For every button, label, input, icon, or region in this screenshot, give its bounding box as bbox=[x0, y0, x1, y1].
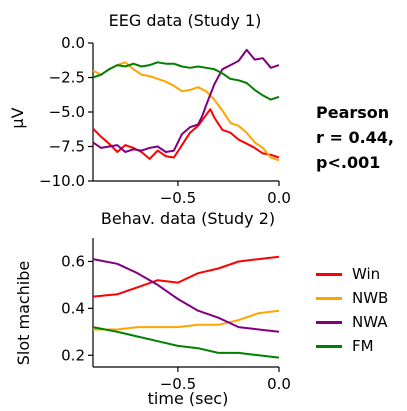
correlation-stats: Pearson r = 0.44, p<.001 bbox=[316, 100, 394, 175]
behav-series-line-2 bbox=[92, 258, 280, 333]
eeg-ytick-label: −7.5 bbox=[49, 138, 85, 156]
stats-line-2: r = 0.44, bbox=[316, 128, 394, 147]
legend-label-win: Win bbox=[352, 265, 381, 283]
eeg-xtick-label: 0.0 bbox=[267, 189, 291, 207]
stats-line-3: p<.001 bbox=[316, 153, 381, 172]
legend-swatch-nwb bbox=[316, 296, 342, 300]
eeg-series-line-0 bbox=[92, 108, 280, 160]
eeg-chart-title: EEG data (Study 1) bbox=[109, 11, 262, 30]
eeg-ytick-label: 0.0 bbox=[61, 34, 85, 52]
behav-xtick-label: 0.0 bbox=[267, 375, 291, 393]
behav-ytick-label: 0.2 bbox=[61, 346, 85, 364]
behav-series-line-0 bbox=[92, 255, 280, 298]
eeg-ytick-label: −10.0 bbox=[39, 172, 85, 190]
eeg-series-line-1 bbox=[92, 61, 280, 162]
legend-item-win: Win bbox=[316, 262, 388, 286]
eeg-ytick-label: −2.5 bbox=[49, 69, 85, 87]
eeg-xtick-label: −0.5 bbox=[160, 189, 196, 207]
legend-item-nwa: NWA bbox=[316, 310, 388, 334]
behav-series-line-1 bbox=[93, 309, 280, 331]
behav-ylabel: Slot machibe bbox=[14, 261, 33, 366]
behav-chart-title: Behav. data (Study 2) bbox=[101, 209, 275, 228]
legend-label-fm: FM bbox=[352, 337, 374, 355]
behav-series-line-3 bbox=[92, 326, 280, 359]
eeg-series-line-2 bbox=[92, 48, 280, 153]
legend: Win NWB NWA FM bbox=[316, 262, 388, 358]
eeg-chart: 0.0 −2.5 −5.0 −7.5 −10.0 −0.5 0.0 bbox=[39, 34, 291, 207]
legend-swatch-win bbox=[316, 272, 342, 276]
behav-ytick-label: 0.4 bbox=[61, 299, 85, 317]
legend-item-nwb: NWB bbox=[316, 286, 388, 310]
eeg-ylabel: μV bbox=[8, 107, 27, 128]
legend-label-nwb: NWB bbox=[352, 289, 389, 307]
eeg-series-line-3 bbox=[92, 61, 280, 101]
legend-item-fm: FM bbox=[316, 334, 388, 358]
stats-line-1: Pearson bbox=[316, 103, 390, 122]
behav-xtick-label: −0.5 bbox=[160, 375, 196, 393]
behav-chart: 0.2 0.4 0.6 −0.5 0.0 bbox=[61, 238, 291, 393]
legend-label-nwa: NWA bbox=[352, 313, 388, 331]
behav-xlabel: time (sec) bbox=[148, 389, 229, 408]
legend-swatch-fm bbox=[316, 344, 342, 348]
behav-ytick-label: 0.6 bbox=[61, 252, 85, 270]
legend-swatch-nwa bbox=[316, 320, 342, 324]
eeg-ytick-label: −5.0 bbox=[49, 103, 85, 121]
